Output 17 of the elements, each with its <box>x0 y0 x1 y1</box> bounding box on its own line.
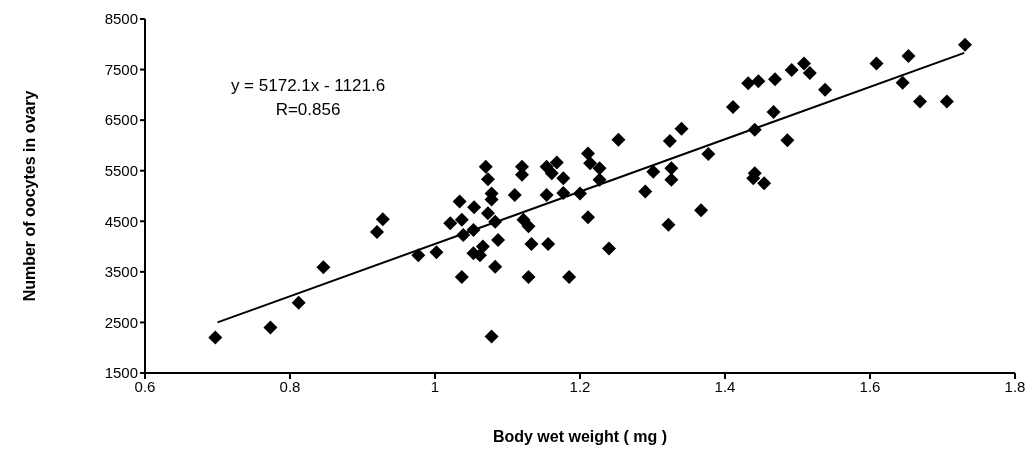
annotation: R=0.856 <box>274 100 342 120</box>
x-tick-label: 1.4 <box>714 377 736 395</box>
x-tick-label: 1.2 <box>569 377 591 395</box>
y-tick-label: 3500 <box>104 263 138 281</box>
x-tick-label: 1 <box>430 377 440 395</box>
y-tick-label: 4500 <box>104 212 138 230</box>
y-tick-label: 5500 <box>104 162 138 180</box>
x-axis-title: Body wet weight ( mg ) <box>492 428 668 445</box>
x-tick-label: 0.8 <box>279 377 301 395</box>
y-tick-label: 2500 <box>104 313 138 331</box>
y-tick-label: 7500 <box>104 60 138 78</box>
x-tick-label: 1.6 <box>859 377 881 395</box>
y-axis-title: Number of oocytes in ovary <box>20 90 38 302</box>
y-tick-label: 6500 <box>104 111 138 129</box>
annotation: y = 5172.1x - 1121.6 <box>229 76 387 96</box>
y-tick-label: 8500 <box>104 10 138 28</box>
x-tick-label: 1.8 <box>1004 377 1025 395</box>
